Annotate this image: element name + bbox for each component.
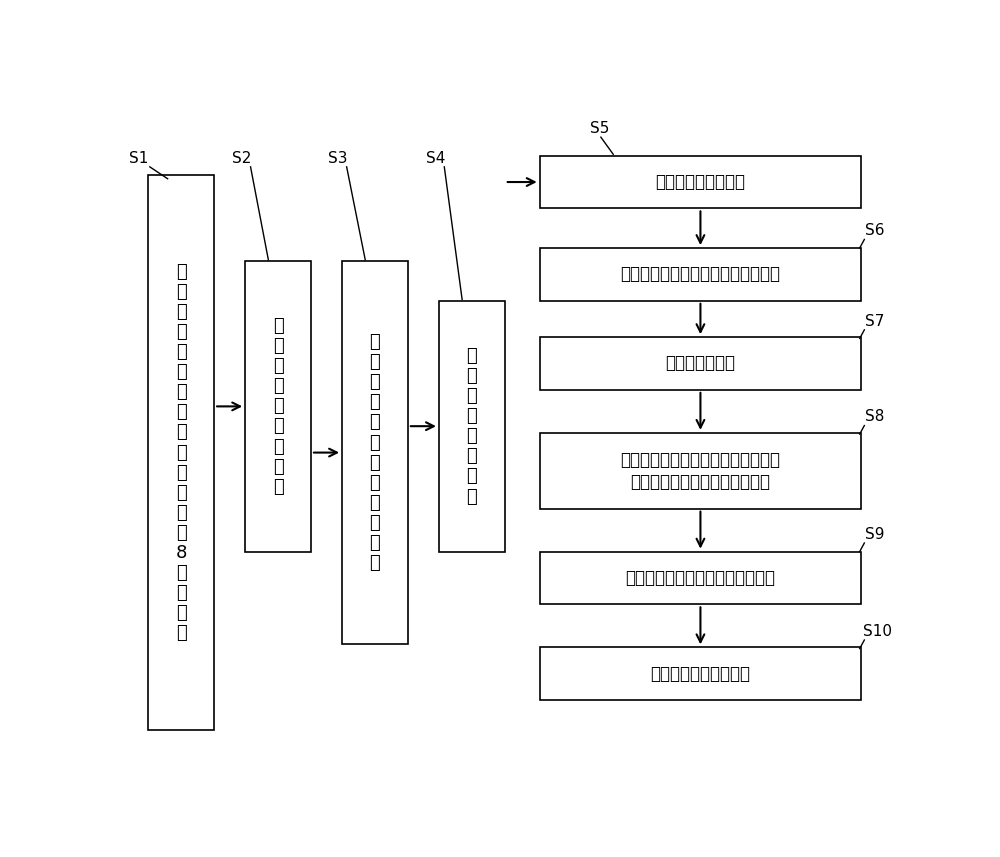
Text: S2: S2	[232, 151, 251, 165]
Text: 开挖下沉底节沉井或沉箱至下沉完毕: 开挖下沉底节沉井或沉箱至下沉完毕	[620, 266, 780, 284]
Text: 注
浆
加
固
、
扩
大
桩
头: 注 浆 加 固 、 扩 大 桩 头	[273, 317, 283, 496]
Bar	[540, 337, 861, 390]
Text: 建筑第二节沉井或沉箱，继续开挖下
沉沉井或沉箱并接筑下一节井壁: 建筑第二节沉井或沉箱，继续开挖下 沉沉井或沉箱并接筑下一节井壁	[620, 451, 780, 491]
Text: 施工井内设计和封顶等: 施工井内设计和封顶等	[650, 665, 750, 683]
Text: S7: S7	[865, 314, 885, 328]
Bar	[540, 156, 861, 208]
Bar	[245, 261, 311, 552]
Bar	[342, 261, 408, 644]
Text: S4: S4	[426, 151, 445, 165]
Text: S1: S1	[129, 151, 148, 165]
Bar	[540, 433, 861, 509]
Bar	[540, 248, 861, 301]
Text: S5: S5	[590, 121, 609, 136]
Bar	[540, 647, 861, 700]
Text: S6: S6	[865, 223, 885, 238]
Text: S9: S9	[865, 527, 885, 542]
Text: 在
沉
井
或
沉
箱
周
围
等
间
距
对
称
打
8
根
抗
拔
桩: 在 沉 井 或 沉 箱 周 围 等 间 距 对 称 打 8 根 抗 拔 桩	[176, 263, 187, 643]
Text: 浇筑钢筋混凝土井筒: 浇筑钢筋混凝土井筒	[655, 173, 745, 191]
Text: 桩
侧
钻
打
螺
栓
孔
并
预
埋
导
轨: 桩 侧 钻 打 螺 栓 孔 并 预 埋 导 轨	[370, 333, 380, 572]
Text: S10: S10	[863, 624, 892, 638]
Bar	[540, 552, 861, 604]
Text: S3: S3	[328, 151, 348, 165]
Text: 顶进沉井或沉箱: 顶进沉井或沉箱	[665, 355, 735, 373]
Text: S8: S8	[865, 409, 885, 424]
Text: 下沉至设计标高，清基，封底处理: 下沉至设计标高，清基，封底处理	[625, 569, 775, 587]
Bar	[439, 301, 505, 552]
Bar	[148, 176, 214, 730]
Text: 导
轨
上
安
装
钢
牛
腿: 导 轨 上 安 装 钢 牛 腿	[466, 347, 477, 506]
